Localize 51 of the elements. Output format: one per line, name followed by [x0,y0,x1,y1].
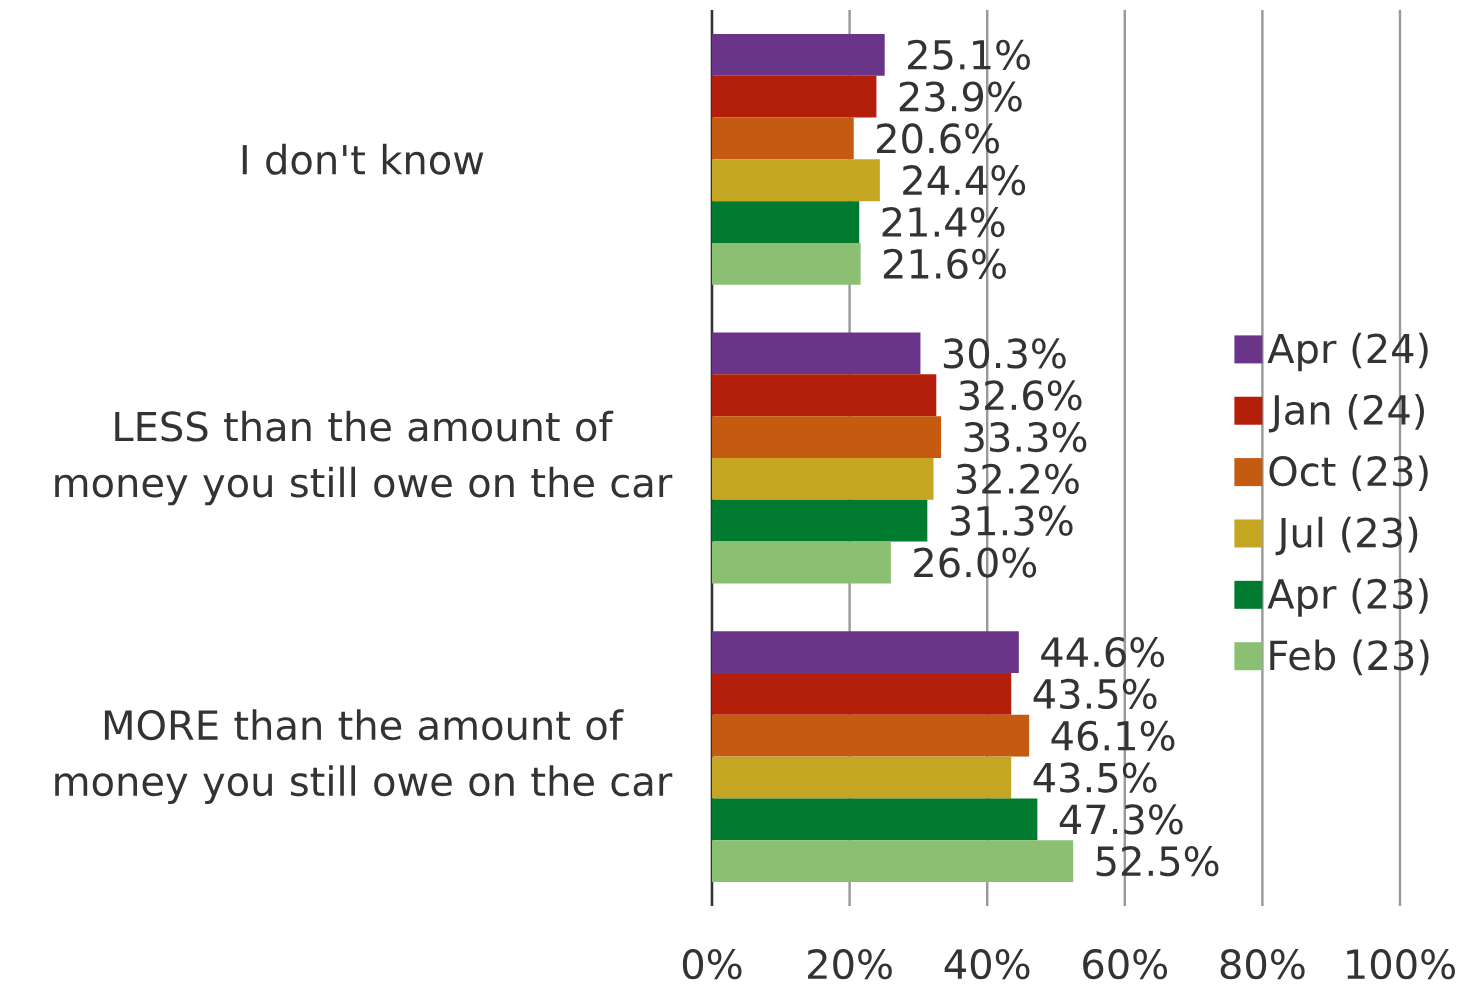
y-tick-label: I don't know [242,143,484,175]
data-label: 26.0% [914,547,1037,578]
data-label: 46.1% [1051,720,1175,751]
legend-label: Apr (24) [1267,332,1428,372]
bar [711,242,861,285]
data-label: 33.3% [964,421,1087,453]
x-tick-label: 0% [682,949,742,980]
data-label: 24.4% [903,165,1026,196]
data-label: 43.5% [1033,678,1157,710]
bar [711,117,854,160]
bar [711,541,891,584]
legend-label: Feb (23) [1270,639,1429,676]
x-tick-label: 40% [944,949,1030,980]
bar [711,798,1038,841]
legend-label: Apr (23) [1267,578,1428,617]
data-label: 47.3% [1059,804,1183,835]
bar [711,499,928,542]
data-label: 31.3% [950,505,1073,536]
bar [711,673,1012,715]
bar [711,201,860,243]
y-tick-label: MORE than the amount of money you still owe on the car [55,709,673,805]
data-label: 30.3% [943,338,1066,369]
bar [711,714,1030,757]
bar [711,33,885,76]
y-tick-label: LESS than the amount of money you still owe on the car [55,410,673,506]
data-label: 32.6% [959,380,1082,411]
x-tick-label: 60% [1083,949,1168,980]
data-label: 52.5% [1096,846,1219,877]
x-tick-label: 20% [808,949,892,980]
bar [711,416,942,458]
bar [711,75,877,118]
bar [711,756,1012,799]
bar [711,458,934,500]
x-tick-label: 100% [1347,949,1455,980]
data-label: 21.4% [882,206,1005,238]
data-label: 25.1% [908,39,1030,70]
legend-label: Jan (24) [1268,394,1424,433]
data-label: 23.9% [899,81,1022,112]
bar [711,374,937,417]
bar [711,631,1019,674]
data-label: 32.2% [956,463,1079,495]
data-label: 43.5% [1033,762,1157,793]
data-label: 20.6% [877,123,999,154]
legend-label: Oct (23) [1269,455,1428,492]
bar [711,840,1074,883]
legend-label: Jul (23) [1275,516,1418,556]
bar [711,332,921,375]
data-label: 21.6% [883,248,1006,279]
bar [711,159,880,202]
data-label: 44.6% [1041,637,1165,668]
x-tick-label: 80% [1220,949,1305,980]
